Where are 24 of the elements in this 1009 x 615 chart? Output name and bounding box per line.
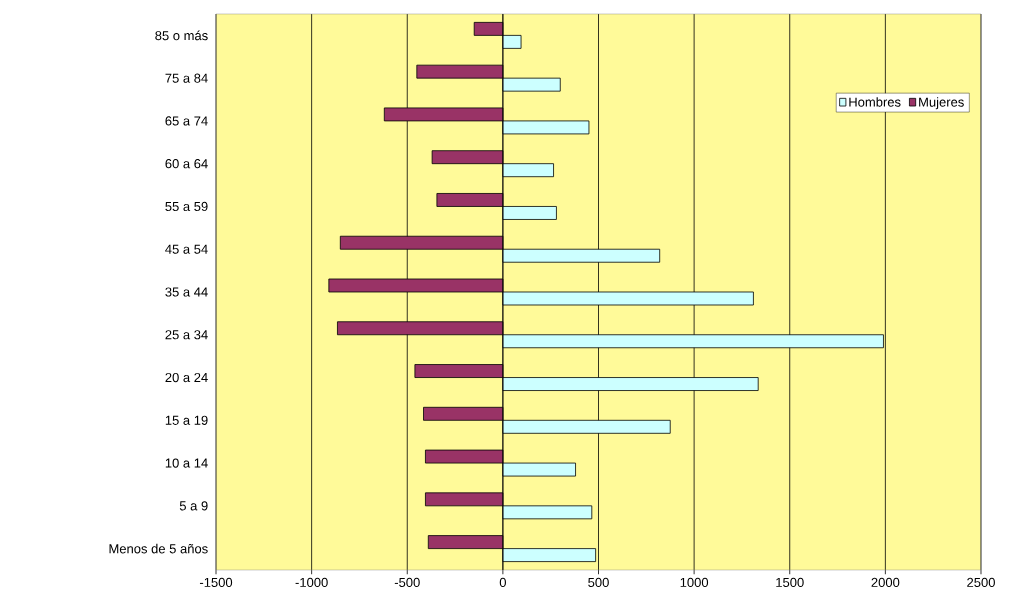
y-tick-label: 20 a 24 — [165, 372, 208, 383]
y-tick-label: 35 a 44 — [165, 287, 208, 297]
x-tick-label: -500 — [394, 577, 420, 587]
x-tick-label: 0 — [499, 577, 506, 587]
y-tick-label: 65 a 74 — [165, 116, 208, 126]
y-tick-label: Menos de 5 años — [109, 543, 208, 554]
y-tick-label: 15 a 19 — [165, 415, 208, 425]
y-tick-label: 75 a 84 — [165, 73, 208, 83]
y-tick-label: 45 a 54 — [165, 244, 208, 254]
legend-label: Hombres — [849, 97, 901, 107]
x-tick-label: -1500 — [199, 577, 233, 587]
legend-label: Mujeres — [919, 97, 964, 110]
x-tick-label: -1000 — [295, 577, 328, 587]
y-tick-label: 55 a 59 — [165, 201, 208, 212]
x-tick-label: 2500 — [967, 577, 995, 587]
y-tick-label: 5 a 9 — [179, 501, 208, 511]
y-tick-label: 25 a 34 — [165, 330, 208, 340]
x-tick-label: 2000 — [871, 577, 900, 587]
x-tick-label: 1000 — [680, 577, 709, 587]
x-tick-label: 500 — [588, 577, 609, 587]
y-tick-label: 85 o más — [155, 30, 208, 41]
y-tick-label: 10 a 14 — [165, 458, 208, 468]
y-tick-label: 60 a 64 — [165, 159, 208, 169]
x-tick-label: 1500 — [776, 577, 804, 587]
